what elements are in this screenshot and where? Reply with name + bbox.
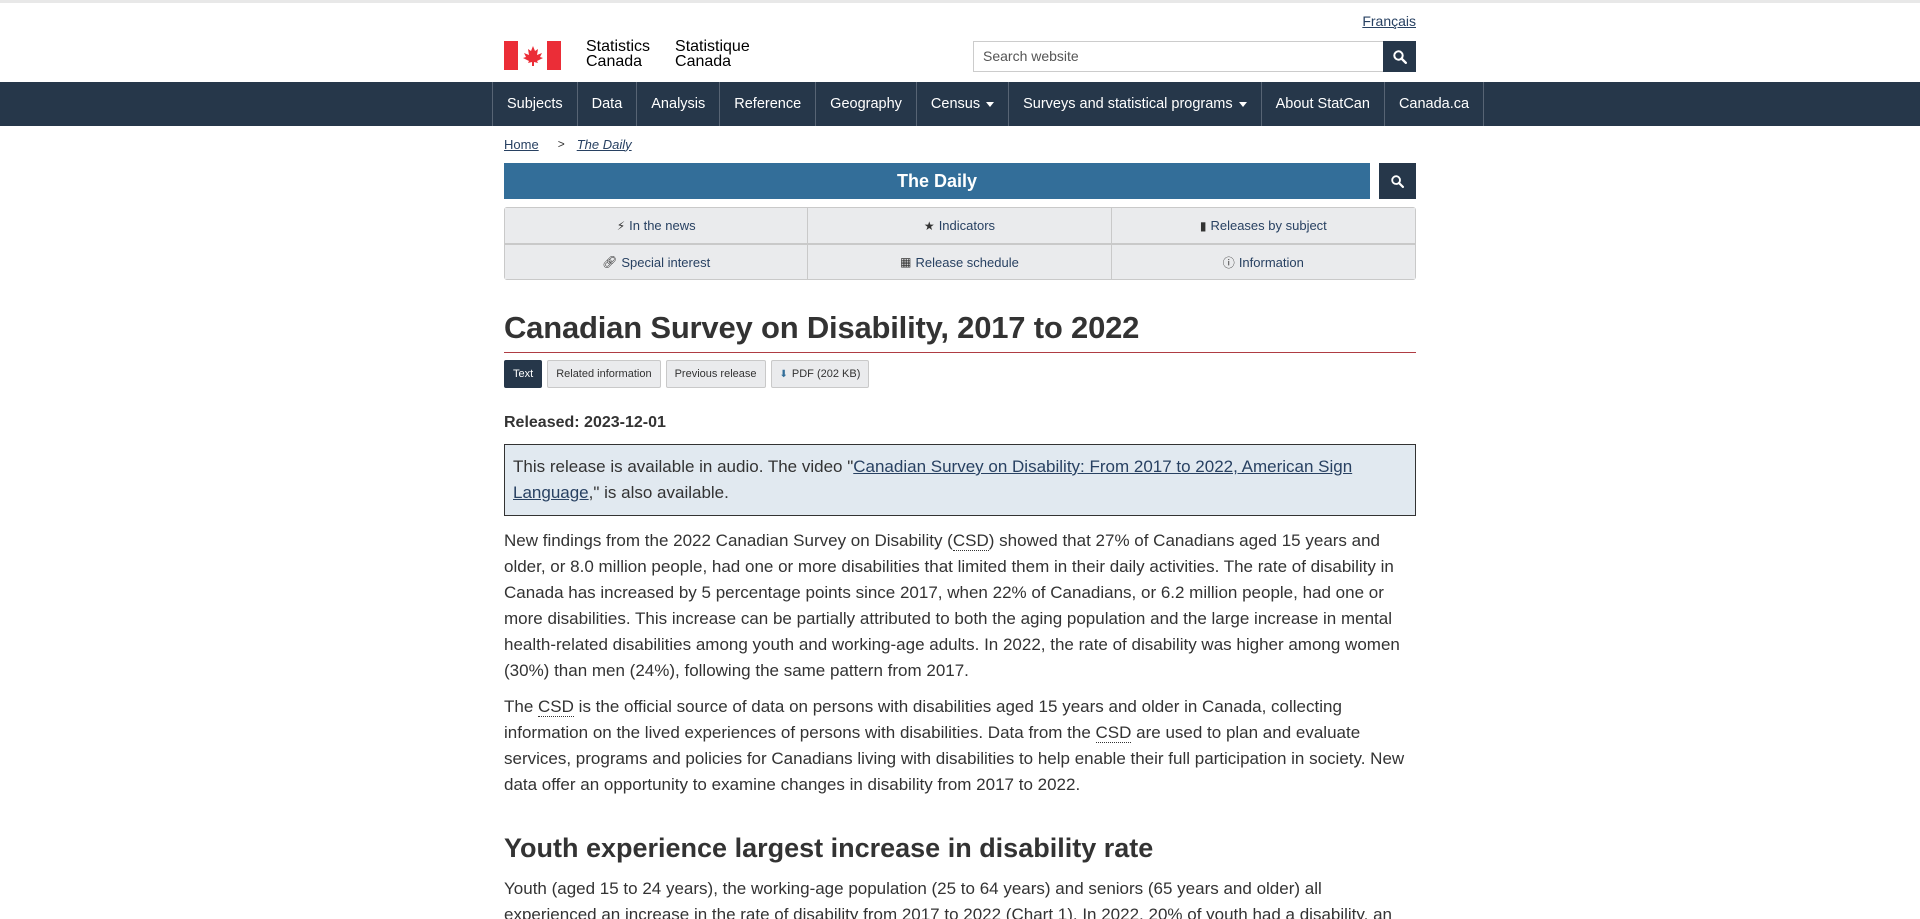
- special-interest-button[interactable]: 🔗︎ Special interest: [505, 244, 809, 279]
- csd-abbreviation: CSD: [952, 531, 989, 551]
- daily-nav-grid: ⚡ In the news ★ Indicators ▮ Releases by su…: [504, 207, 1416, 280]
- language-toggle-link[interactable]: Français: [1362, 13, 1416, 29]
- wordmark-english: Statistics Canada: [586, 38, 651, 70]
- search-icon: [1392, 49, 1407, 64]
- csd-abbreviation: CSD: [538, 697, 574, 717]
- tab-previous-release[interactable]: Previous release: [665, 360, 766, 388]
- nav-canada-ca[interactable]: Canada.ca: [1385, 82, 1485, 126]
- releases-by-subject-button[interactable]: ▮ Releases by subject: [1111, 208, 1415, 244]
- daily-banner: The Daily: [504, 163, 1416, 199]
- book-icon: ▮: [1199, 218, 1207, 233]
- indicators-button[interactable]: ★ Indicators: [808, 208, 1112, 244]
- nav-geography[interactable]: Geography: [816, 82, 917, 126]
- paragraph-youth: Youth (aged 15 to 24 years), the working…: [504, 879, 1393, 919]
- link-icon: 🔗︎: [602, 255, 618, 269]
- main-navigation: Subjects Data Analysis Reference Geograp…: [0, 82, 1920, 126]
- chevron-down-icon: [986, 101, 995, 107]
- wordmark-french: Statistique Canada: [675, 38, 750, 70]
- tab-related-information[interactable]: Related information: [547, 360, 661, 388]
- asl-video-link[interactable]: Canadian Survey on Disability: From 2017…: [513, 457, 1353, 502]
- main-content: Home > The Daily The Daily ⚡ In the news …: [504, 134, 1416, 919]
- nav-census[interactable]: Census: [917, 82, 1010, 126]
- csd-abbreviation: CSD: [1095, 723, 1132, 743]
- nav-data[interactable]: Data: [578, 82, 638, 126]
- nav-surveys[interactable]: Surveys and statistical programs: [1009, 82, 1262, 126]
- site-header: Français Statistics Canada Statistique C…: [504, 3, 1416, 82]
- page-title: Canadian Survey on Disability, 2017 to 2…: [504, 310, 1416, 353]
- bolt-icon: ⚡: [616, 218, 626, 233]
- search-input[interactable]: Search website: [973, 41, 1383, 72]
- release-tabs: Text Related information Previous releas…: [504, 360, 1416, 388]
- release-schedule-button[interactable]: ▦ Release schedule: [808, 244, 1112, 279]
- download-icon: ⬇: [779, 368, 788, 380]
- paragraph-about-csd: The CSD is the official source of data o…: [504, 697, 1405, 794]
- star-icon: ★: [923, 218, 935, 233]
- nav-about[interactable]: About StatCan: [1262, 82, 1385, 126]
- search-icon: [1391, 174, 1404, 188]
- breadcrumb: Home > The Daily: [504, 134, 1416, 154]
- calendar-icon: ▦: [900, 255, 912, 269]
- nav-analysis[interactable]: Analysis: [637, 82, 721, 126]
- search-button[interactable]: [1383, 41, 1416, 72]
- breadcrumb-separator: >: [557, 137, 565, 151]
- site-search: Search website: [973, 41, 1416, 72]
- in-the-news-button[interactable]: ⚡ In the news: [505, 208, 809, 244]
- canada-flag-icon: [504, 41, 561, 70]
- nav-reference[interactable]: Reference: [720, 82, 817, 126]
- tab-text[interactable]: Text: [504, 360, 543, 388]
- audio-notice: This release is available in audio. The …: [504, 444, 1416, 516]
- information-button[interactable]: ⓘ Information: [1111, 244, 1415, 279]
- breadcrumb-home[interactable]: Home: [504, 136, 539, 152]
- paragraph-intro: New findings from the 2022 Canadian Surv…: [504, 531, 1400, 680]
- section-heading: Youth experience largest increase in dis…: [504, 833, 1154, 863]
- chevron-down-icon: [1238, 101, 1247, 107]
- release-date: Released: 2023-12-01: [504, 414, 666, 431]
- breadcrumb-the-daily[interactable]: The Daily: [576, 136, 632, 152]
- statcan-logo[interactable]: Statistics Canada Statistique Canada: [504, 39, 775, 70]
- top-border: [0, 0, 1920, 3]
- nav-subjects[interactable]: Subjects: [493, 82, 578, 126]
- info-icon: ⓘ: [1222, 255, 1235, 270]
- daily-title[interactable]: The Daily: [504, 163, 1370, 199]
- tab-pdf[interactable]: ⬇ PDF (202 KB): [770, 360, 870, 388]
- daily-search-button[interactable]: [1379, 163, 1416, 199]
